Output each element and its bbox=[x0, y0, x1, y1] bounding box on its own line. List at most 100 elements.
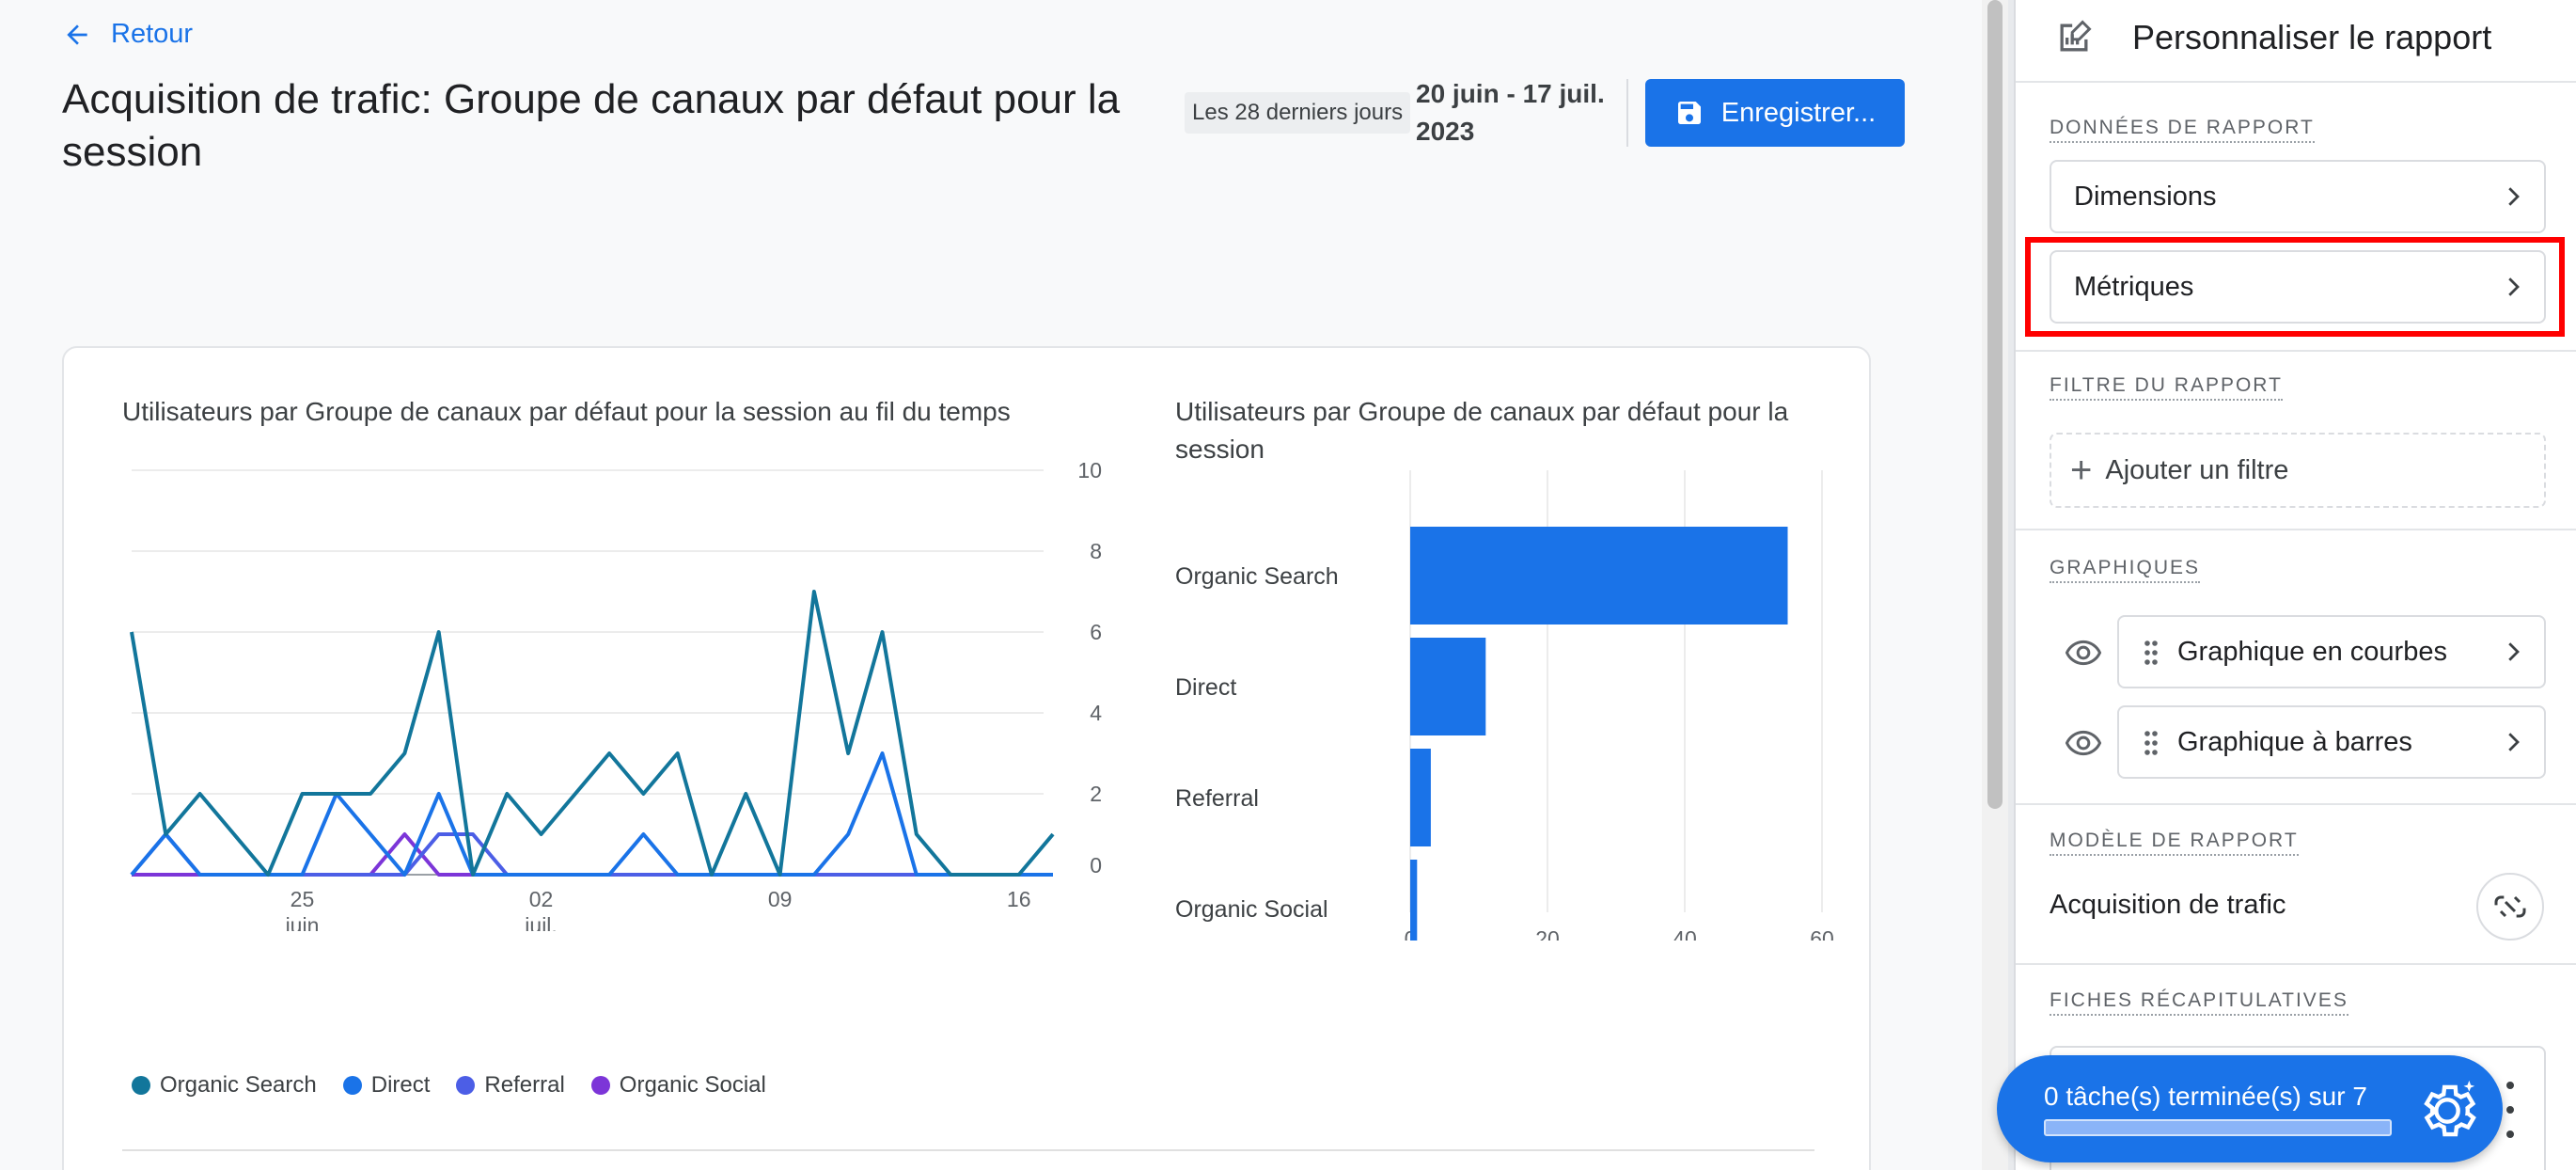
date-range-line1: 20 juin - 17 juil. bbox=[1416, 79, 1605, 108]
save-button-label: Enregistrer... bbox=[1720, 97, 1877, 128]
panel-header: Personnaliser le rapport bbox=[2016, 0, 2576, 83]
eye-icon[interactable] bbox=[2065, 634, 2102, 672]
drag-handle-icon[interactable] bbox=[2144, 640, 2159, 666]
main-content: Retour Acquisition de trafic: Groupe de … bbox=[62, 19, 1905, 1170]
date-range-chip[interactable]: Les 28 derniers jours bbox=[1185, 92, 1411, 134]
bar-category-label: Referral bbox=[1175, 785, 1259, 812]
bar-chart-label: Graphique à barres bbox=[2177, 726, 2412, 757]
line-chart-title: Utilisateurs par Groupe de canaux par dé… bbox=[122, 397, 1011, 426]
legend-swatch bbox=[342, 1076, 362, 1095]
bar-chart[interactable]: 0204060Organic SearchDirectReferralOrgan… bbox=[1175, 461, 1833, 941]
bar-x-tick-label: 60 bbox=[1810, 926, 1833, 941]
line-x-tick-label: 02 bbox=[529, 887, 554, 911]
metrics-highlight bbox=[2025, 237, 2565, 337]
legend-label: Referral bbox=[484, 1072, 565, 1098]
task-progress-pill[interactable]: 0 tâche(s) terminée(s) sur 7 bbox=[1997, 1055, 2503, 1162]
line-y-tick-label: 4 bbox=[1090, 701, 1102, 725]
line-y-tick-label: 0 bbox=[1090, 853, 1102, 878]
bar-x-tick-label: 20 bbox=[1535, 926, 1560, 941]
add-filter-label: Ajouter un filtre bbox=[2105, 454, 2289, 485]
bar-direct[interactable] bbox=[1410, 638, 1486, 735]
gear-sparkle-icon bbox=[2424, 1080, 2476, 1137]
chevron-right-icon bbox=[2508, 733, 2520, 751]
section-report-filter: FILTRE DU RAPPORT bbox=[2050, 374, 2283, 401]
dimensions-row[interactable]: Dimensions bbox=[2050, 160, 2546, 233]
more-options-icon[interactable] bbox=[2501, 1082, 2520, 1138]
line-series-organic-search[interactable] bbox=[130, 590, 1055, 877]
task-progress-bar bbox=[2044, 1119, 2392, 1136]
line-chart-legend: Organic Search Direct Referral Organic Soci… bbox=[132, 1072, 793, 1099]
charts-card: Utilisateurs par Groupe de canaux par dé… bbox=[62, 346, 1871, 1170]
bar-chart-title: Utilisateurs par Groupe de canaux par dé… bbox=[1175, 397, 1789, 464]
bar-chart-row[interactable]: Graphique à barres bbox=[2117, 705, 2546, 779]
save-button[interactable]: Enregistrer... bbox=[1645, 79, 1905, 147]
edit-chart-icon bbox=[2060, 20, 2092, 52]
plus-icon: + bbox=[2070, 450, 2093, 491]
legend-swatch bbox=[590, 1076, 610, 1095]
unlink-icon bbox=[2494, 895, 2526, 918]
line-x-tick-label: 25 bbox=[291, 887, 315, 911]
panel-gutter bbox=[2008, 0, 2014, 1170]
back-link-label: Retour bbox=[111, 19, 194, 49]
template-name: Acquisition de trafic bbox=[2050, 890, 2286, 920]
line-y-tick-label: 2 bbox=[1090, 782, 1102, 806]
arrow-left-icon bbox=[67, 24, 87, 45]
section-report-data: DONNÉES DE RAPPORT bbox=[2050, 117, 2315, 143]
eye-icon[interactable] bbox=[2065, 724, 2102, 762]
panel-title: Personnaliser le rapport bbox=[2132, 18, 2492, 56]
chevron-right-icon bbox=[2508, 277, 2520, 296]
bar-referral[interactable] bbox=[1410, 749, 1431, 846]
legend-item[interactable]: Direct bbox=[342, 1072, 431, 1099]
dimensions-label: Dimensions bbox=[2074, 181, 2217, 212]
line-x-tick-label: juil. bbox=[524, 913, 558, 931]
legend-item[interactable]: Organic Social bbox=[590, 1072, 766, 1099]
bar-category-label: Direct bbox=[1175, 674, 1236, 701]
metrics-label: Métriques bbox=[2074, 271, 2194, 302]
line-x-tick-label: 16 bbox=[1007, 887, 1031, 911]
line-chart-row[interactable]: Graphique en courbes bbox=[2117, 615, 2546, 688]
save-icon bbox=[1677, 102, 1701, 124]
panel-separator bbox=[2016, 963, 2576, 965]
task-progress-label: 0 tâche(s) terminée(s) sur 7 bbox=[2044, 1082, 2367, 1111]
bar-category-label: Organic Social bbox=[1175, 896, 1328, 923]
panel-separator bbox=[2016, 803, 2576, 805]
add-filter-button[interactable]: + Ajouter un filtre bbox=[2050, 433, 2546, 508]
legend-item[interactable]: Referral bbox=[456, 1072, 565, 1099]
date-range-line2: 2023 bbox=[1416, 117, 1475, 146]
line-y-tick-label: 6 bbox=[1090, 620, 1102, 644]
unlink-template-button[interactable] bbox=[2476, 873, 2544, 941]
line-x-tick-label: juin bbox=[285, 913, 320, 931]
page-title: Acquisition de trafic: Groupe de canaux … bbox=[62, 76, 1121, 175]
header-divider bbox=[1626, 79, 1628, 147]
legend-swatch bbox=[132, 1076, 150, 1095]
section-report-template: MODÈLE DE RAPPORT bbox=[2050, 830, 2299, 856]
date-range[interactable]: 20 juin - 17 juil. 2023 bbox=[1416, 75, 1632, 150]
legend-item[interactable]: Organic Search bbox=[132, 1072, 317, 1099]
legend-swatch bbox=[456, 1076, 476, 1095]
customize-report-panel: Personnaliser le rapport DONNÉES DE RAPP… bbox=[2014, 0, 2576, 1170]
card-divider bbox=[122, 1149, 1814, 1151]
line-x-tick-label: 09 bbox=[768, 887, 793, 911]
bar-category-label: Organic Search bbox=[1175, 563, 1339, 590]
metrics-row[interactable]: Métriques bbox=[2050, 250, 2546, 324]
panel-separator bbox=[2016, 529, 2576, 530]
main-scrollbar-thumb[interactable] bbox=[1987, 0, 2003, 809]
chevron-right-icon bbox=[2508, 187, 2520, 206]
section-charts: GRAPHIQUES bbox=[2050, 557, 2201, 583]
panel-separator bbox=[2016, 350, 2576, 352]
bar-organic-search[interactable] bbox=[1410, 527, 1788, 625]
line-chart-label: Graphique en courbes bbox=[2177, 636, 2447, 667]
section-summary-cards: FICHES RÉCAPITULATIVES bbox=[2050, 989, 2348, 1016]
legend-label: Organic Social bbox=[619, 1072, 766, 1098]
line-y-tick-label: 10 bbox=[1077, 461, 1102, 482]
line-y-tick-label: 8 bbox=[1090, 539, 1102, 563]
line-series-direct[interactable] bbox=[130, 751, 1053, 877]
legend-label: Organic Search bbox=[160, 1072, 317, 1098]
bar-x-tick-label: 40 bbox=[1673, 926, 1697, 941]
drag-handle-icon[interactable] bbox=[2144, 730, 2159, 756]
chevron-right-icon bbox=[2508, 642, 2520, 661]
back-link[interactable]: Retour bbox=[62, 19, 193, 50]
bar-organic-social[interactable] bbox=[1410, 860, 1418, 941]
legend-label: Direct bbox=[370, 1072, 431, 1098]
